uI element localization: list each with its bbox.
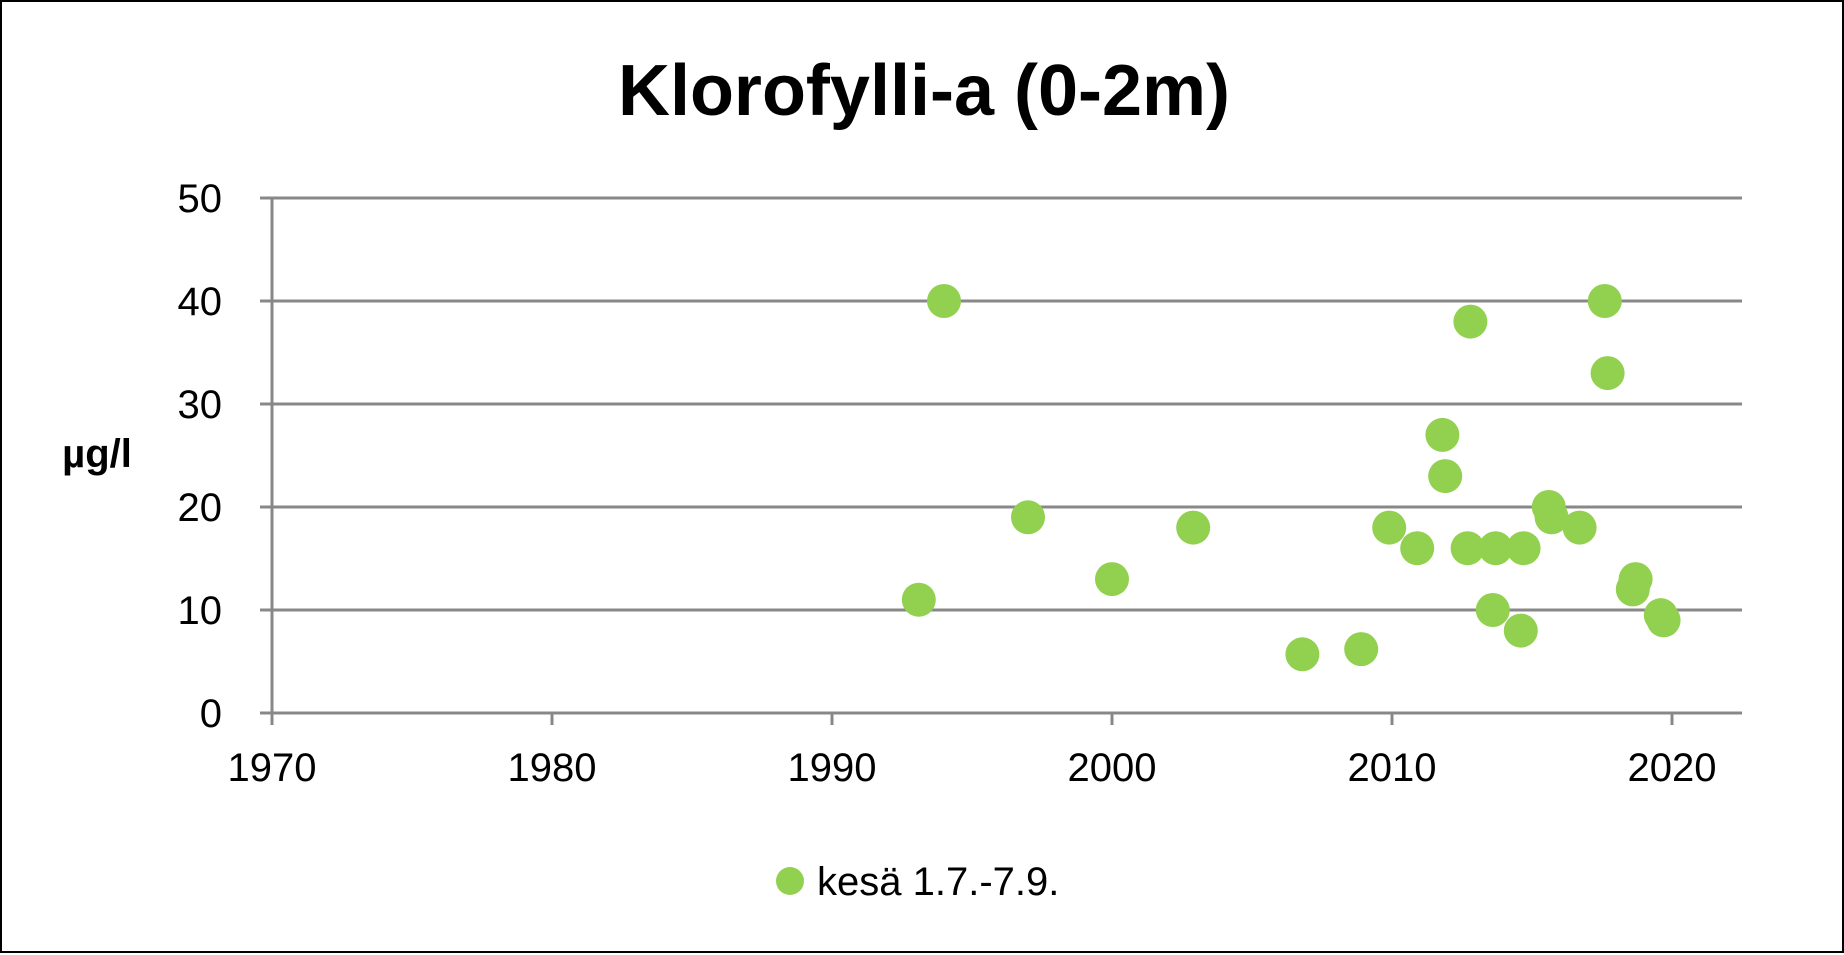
data-point	[1478, 531, 1513, 566]
data-point	[1095, 562, 1129, 597]
legend: kesä 1.7.-7.9.	[776, 860, 1059, 904]
data-point	[1587, 284, 1622, 318]
data-point	[1453, 304, 1488, 339]
y-tick-label: 30	[178, 383, 223, 427]
data-point	[1400, 531, 1435, 566]
data-point	[1011, 500, 1045, 535]
x-tick-label: 1980	[508, 746, 597, 790]
data-point	[1285, 637, 1320, 672]
y-tick-label: 50	[178, 177, 223, 221]
data-point	[1503, 613, 1538, 648]
x-tick-label: 2010	[1348, 746, 1437, 790]
y-axis-label: µg/l	[62, 432, 132, 476]
data-point	[1475, 593, 1510, 627]
data-point	[1428, 459, 1463, 494]
data-points	[901, 284, 1681, 672]
data-point	[1450, 531, 1485, 566]
x-tick-label: 2020	[1628, 746, 1717, 790]
data-point	[927, 284, 961, 318]
tick-labels: 0 10 20 30 40 50 1970 1980 1990 2000 2010 2020	[178, 177, 1717, 790]
data-point	[1646, 603, 1681, 638]
y-tick-label: 20	[178, 486, 223, 530]
axes	[260, 196, 1742, 725]
data-point	[1506, 531, 1541, 566]
x-tick-label: 1970	[228, 746, 317, 790]
data-point	[1590, 356, 1625, 391]
data-point	[1425, 417, 1460, 452]
y-tick-label: 40	[178, 280, 223, 324]
legend-label: kesä 1.7.-7.9.	[817, 860, 1059, 904]
data-point	[1562, 510, 1597, 545]
data-point	[1534, 500, 1569, 535]
data-point	[1344, 632, 1379, 667]
legend-marker	[776, 867, 804, 895]
chart-title: Klorofylli-a (0-2m)	[618, 51, 1230, 131]
data-point	[901, 582, 936, 617]
x-tick-label: 1990	[788, 746, 877, 790]
data-point	[1618, 562, 1653, 597]
y-tick-label: 0	[200, 692, 222, 736]
data-point	[1372, 510, 1407, 545]
data-point	[1176, 510, 1211, 545]
y-tick-label: 10	[178, 589, 223, 633]
x-tick-label: 2000	[1068, 746, 1157, 790]
